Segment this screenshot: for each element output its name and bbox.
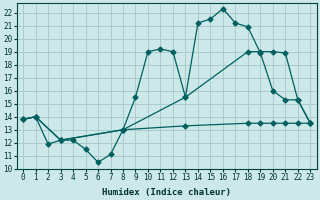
- X-axis label: Humidex (Indice chaleur): Humidex (Indice chaleur): [102, 188, 231, 197]
